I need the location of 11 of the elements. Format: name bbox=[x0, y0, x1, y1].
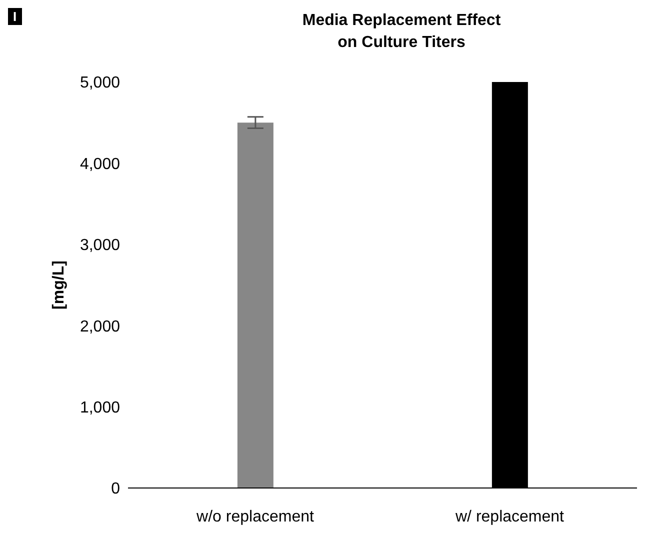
text: I bbox=[8, 8, 22, 25]
x-tick-label: w/ replacement bbox=[454, 508, 565, 526]
y-tick-label: 5,000 bbox=[80, 74, 120, 92]
y-tick-label: 1,000 bbox=[80, 399, 120, 416]
y-tick-label: 2,000 bbox=[80, 318, 120, 336]
chart-title: Media Replacement Effect on Culture Titers bbox=[301, 11, 502, 53]
y-tick-label: 4,000 bbox=[80, 156, 120, 173]
y-tick-label: 3,000 bbox=[80, 237, 120, 254]
y-tick-label: 0 bbox=[111, 480, 120, 498]
x-tick-label: w/o replacement bbox=[196, 508, 314, 526]
y-axis-title: [mg/L] bbox=[50, 260, 68, 310]
